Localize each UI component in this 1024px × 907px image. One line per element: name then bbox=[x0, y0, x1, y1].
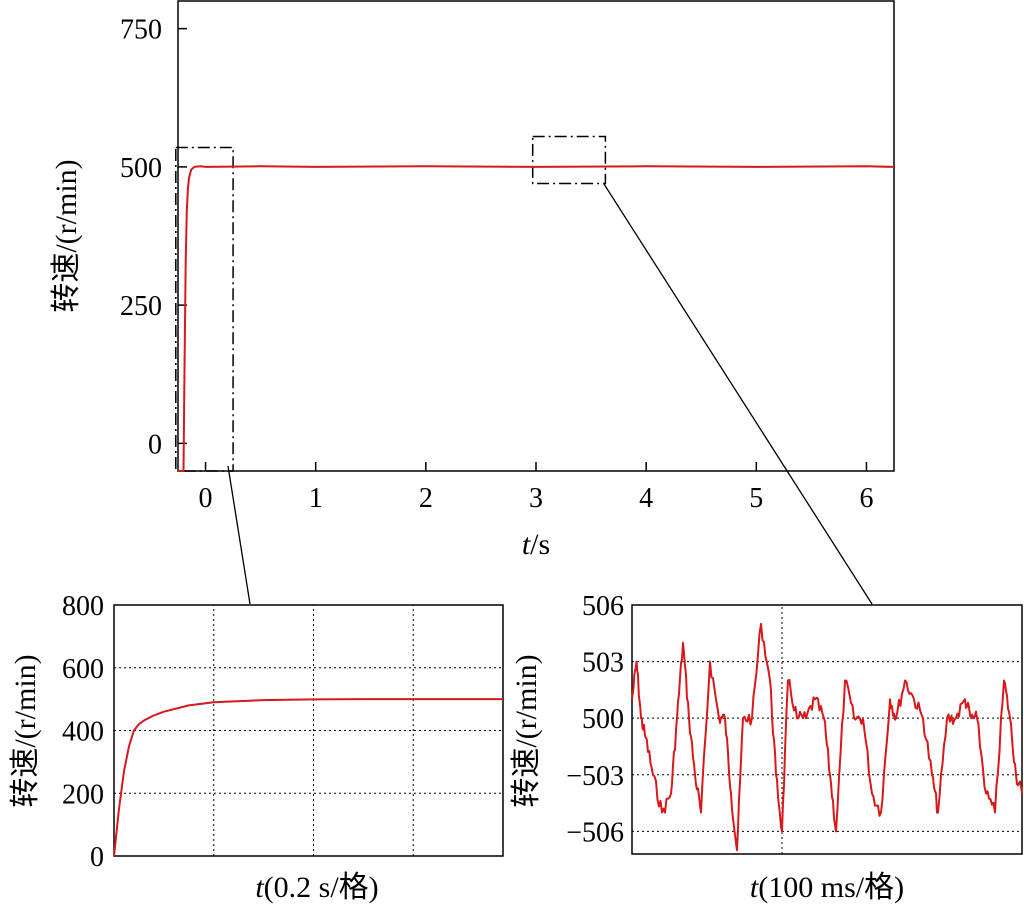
main-xtick-label: 3 bbox=[529, 483, 543, 514]
main-zoom-box bbox=[175, 146, 234, 472]
inset-left-xlabel-rest: (0.2 s/格) bbox=[264, 871, 379, 904]
main-xtick-label: 5 bbox=[749, 483, 763, 514]
inset-left-ytick-label: 400 bbox=[62, 717, 104, 748]
inset-right-series-group bbox=[631, 622, 1023, 852]
main-xtick-label: 1 bbox=[309, 483, 323, 514]
main-xtick-label: 2 bbox=[419, 483, 433, 514]
main-xlabel-rest: /s bbox=[530, 528, 550, 561]
inset-left-ticks: 0 200 400 600 800 bbox=[62, 591, 104, 873]
inset-left-chart: 0 200 400 600 800 转速/(r/min) t(0.2 s/格) bbox=[9, 591, 504, 904]
inset-left-series-group bbox=[113, 698, 503, 857]
main-ylabel: 转速/(r/min) bbox=[50, 159, 83, 312]
main-zoom-box bbox=[531, 135, 607, 185]
inset-right-xlabel-rest: (100 ms/格) bbox=[758, 871, 904, 904]
inset-right-chart: 506 503 500 −503 −506 转速/(r/min) t(100 ms/格) bbox=[510, 591, 1023, 904]
inset-left-ytick-label: 800 bbox=[62, 591, 104, 622]
main-ytick-label: 250 bbox=[120, 291, 162, 322]
inset-left-series-line bbox=[113, 698, 503, 857]
leader-line-right bbox=[603, 183, 873, 605]
main-ytick-label: 750 bbox=[120, 15, 162, 46]
inset-right-series-line bbox=[631, 622, 1023, 852]
inset-right-ytick-label: −506 bbox=[566, 817, 624, 848]
inset-right-ytick-label: 506 bbox=[582, 591, 624, 622]
inset-left-xlabel-italic: t bbox=[255, 871, 264, 904]
inset-left-ylabel: 转速/(r/min) bbox=[9, 654, 42, 807]
main-series-group bbox=[178, 165, 895, 472]
main-xtick-label: 4 bbox=[639, 483, 653, 514]
main-ytick-label: 500 bbox=[120, 153, 162, 184]
inset-right-ytick-label: −503 bbox=[566, 761, 624, 792]
inset-right-ylabel: 转速/(r/min) bbox=[510, 654, 543, 807]
inset-left-grid bbox=[114, 605, 503, 856]
main-ytick-label: 0 bbox=[148, 429, 162, 460]
inset-right-ytick-label: 500 bbox=[582, 704, 624, 735]
inset-left-xlabel: t(0.2 s/格) bbox=[255, 871, 378, 904]
inset-right-ticks: 506 503 500 −503 −506 bbox=[566, 591, 624, 848]
main-axis-ticks: 0 250 500 750 0 1 2 3 4 5 6 bbox=[120, 15, 873, 514]
inset-left-ytick-label: 0 bbox=[90, 842, 104, 873]
main-xtick-label: 0 bbox=[199, 483, 213, 514]
inset-left-ytick-label: 200 bbox=[62, 779, 104, 810]
inset-right-plot-frame bbox=[631, 604, 1023, 855]
leader-line-left bbox=[227, 465, 251, 605]
main-xlabel-italic: t bbox=[522, 528, 531, 561]
main-xtick-label: 6 bbox=[859, 483, 873, 514]
main-xlabel: t/s bbox=[522, 528, 550, 561]
main-series-line bbox=[178, 165, 895, 472]
inset-right-ytick-label: 503 bbox=[582, 648, 624, 679]
inset-left-ytick-label: 600 bbox=[62, 654, 104, 685]
main-zoom-boxes bbox=[175, 135, 607, 472]
main-chart: 0 250 500 750 0 1 2 3 4 5 6 转速/(r/min) t/s bbox=[50, 0, 895, 561]
inset-right-xlabel-italic: t bbox=[750, 871, 759, 904]
main-plot-frame bbox=[177, 0, 895, 472]
inset-right-xlabel: t(100 ms/格) bbox=[750, 871, 904, 904]
